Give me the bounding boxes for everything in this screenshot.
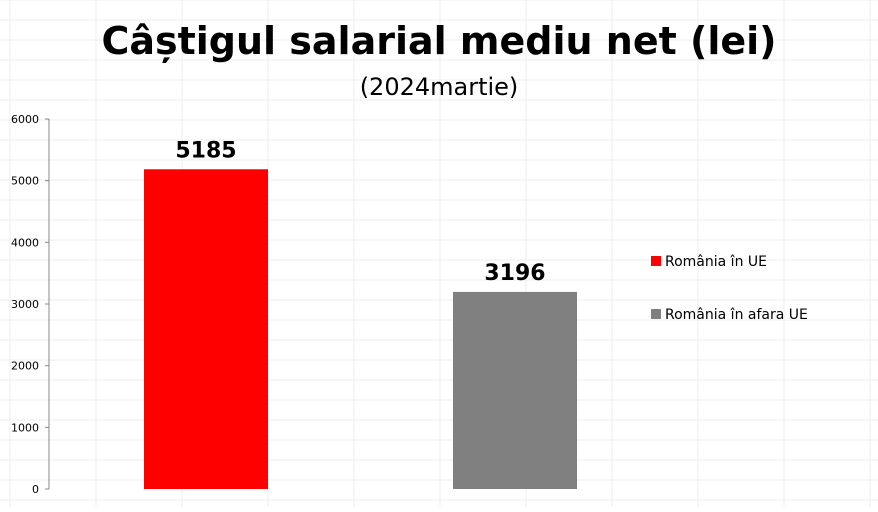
data-label-2: 3196 — [484, 261, 545, 286]
legend: România în UE România în afara UE — [651, 254, 808, 323]
y-tick-label: 3000 — [11, 298, 39, 311]
legend-label-1: România în UE — [665, 254, 767, 270]
legend-swatch-1 — [651, 256, 661, 266]
y-tick-label: 1000 — [11, 421, 39, 434]
data-label-1: 5185 — [175, 138, 236, 163]
y-tick-label: 2000 — [11, 360, 39, 373]
data-labels: 5185 3196 — [175, 138, 545, 286]
y-tick-label: 5000 — [11, 175, 39, 188]
bars — [144, 169, 577, 489]
chart-subtitle: (2024martie) — [360, 73, 519, 101]
legend-swatch-2 — [651, 309, 661, 319]
legend-label-2: România în afara UE — [665, 307, 808, 323]
chart-title: Câștigul salarial mediu net (lei) — [101, 19, 776, 63]
bar-2 — [453, 291, 577, 489]
y-tick-label: 4000 — [11, 236, 39, 249]
y-tick-label: 0 — [32, 483, 39, 496]
bar-1 — [144, 169, 268, 489]
y-tick-label: 6000 — [11, 113, 39, 126]
y-axis: 0 1000 2000 3000 4000 5000 6000 — [11, 113, 50, 496]
